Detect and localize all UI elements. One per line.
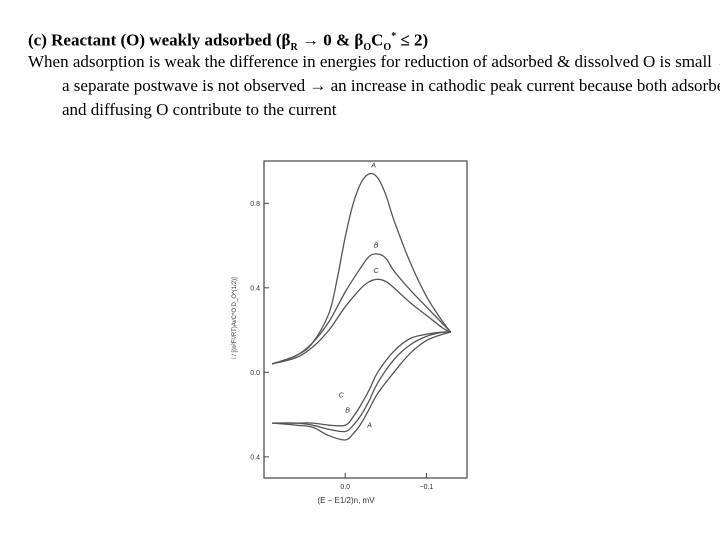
heading-middle: → 0 & β [297, 30, 364, 50]
y-tick-label: 0.4 [250, 454, 260, 461]
curve-label-c: C [339, 393, 345, 400]
curve-a-forward [271, 172, 452, 365]
curve-label-a: A [366, 422, 372, 429]
curves-group [271, 172, 452, 441]
y-tick-label: 0.4 [250, 285, 260, 292]
plot-frame [263, 160, 468, 479]
y-tick-label: 0.0 [250, 370, 260, 377]
curve-label-c: C [374, 268, 380, 275]
curve-label-a: A [370, 162, 376, 169]
y-axis-label: i / [(n²F²/RT)AvC*O D_O^(1/2)] [232, 277, 238, 359]
heading-subscript-o: O [363, 42, 372, 54]
slide-heading: (c) Reactant (O) weakly adsorbed (βR → 0… [28, 26, 708, 59]
heading-superscript-star: * [391, 31, 397, 42]
heading-prefix: (c) Reactant (O) weakly adsorbed (β [28, 30, 291, 50]
curve-label-b: B [374, 243, 379, 250]
curve-a-reverse [272, 331, 451, 441]
curve-c-reverse [272, 331, 451, 427]
body-paragraph: When adsorption is weak the difference i… [28, 52, 720, 119]
y-tick-label: 0.8 [250, 201, 260, 208]
heading-subscript-o-2: O [383, 42, 392, 54]
heading-c: C [371, 30, 384, 50]
x-tick-label: 0.0 [340, 484, 350, 491]
heading-suffix: ≤ 2) [396, 30, 429, 50]
heading-subscript-r: R [290, 42, 298, 54]
curve-label-b: B [345, 407, 350, 414]
curve-b-forward [271, 253, 452, 365]
curve-b-reverse [272, 331, 451, 433]
x-axis-label: (E − E1/2)n, mV [317, 496, 375, 505]
ticks-group: 0.8 0.4 0.0 0.4 0.0 −0.1 [250, 201, 433, 491]
x-tick-label: −0.1 [419, 484, 433, 491]
curve-c-forward [271, 278, 452, 365]
